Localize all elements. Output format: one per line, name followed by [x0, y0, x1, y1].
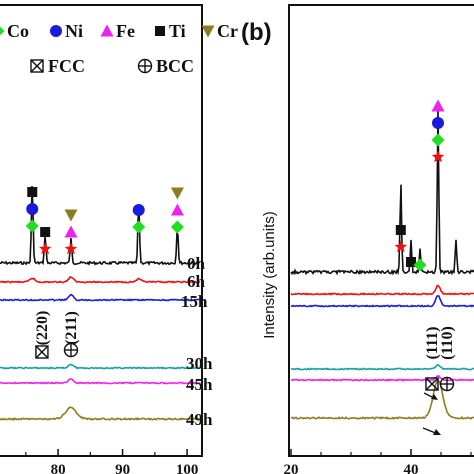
peak-circle-marker: [132, 204, 145, 216]
series-line-6h-panel-b: [290, 284, 474, 296]
legend-co-marker: [0, 26, 5, 36]
x-tick-label: 80: [51, 462, 66, 474]
legend-elements: Co Ni Fe Ti Cr: [0, 21, 238, 41]
legend-fcc-marker: [30, 59, 44, 73]
legend-ti-marker: [155, 26, 165, 36]
legend-bcc-marker: [137, 58, 153, 74]
arrow-head: [433, 429, 441, 435]
peak-triangle-up-marker: [431, 99, 445, 112]
miller-index-211: (211): [63, 311, 80, 345]
annotation-boxed-x-marker: [35, 345, 49, 359]
x-axis-ticks: 80 90 100 20 40: [25, 449, 472, 474]
miller-index-220: (220): [34, 311, 51, 346]
series-line-45h-panel-a: [0, 378, 201, 385]
peak-triangle-up-marker: [170, 203, 184, 216]
series-line-49h-panel-a: [0, 406, 201, 421]
peak-circle-marker: [432, 117, 444, 129]
series-line-30h-panel-b: [290, 363, 474, 371]
panel-b-frame: [288, 4, 474, 457]
series-label-15h: 15h: [181, 292, 208, 311]
legend-ni-label: Ni: [65, 21, 83, 41]
peak-star-marker: [431, 150, 445, 163]
x-tick-label: 90: [115, 462, 130, 474]
series-line-15h-panel-a: [0, 293, 201, 302]
series-panel-b: [290, 108, 474, 420]
peak-triangle-down-marker: [170, 187, 184, 200]
x-tick-label: 20: [284, 462, 299, 474]
peak-star-marker: [39, 242, 52, 255]
series-line-15h-panel-b: [290, 294, 474, 308]
legend-cr-label: Cr: [217, 21, 238, 41]
miller-index-111: (111): [424, 327, 441, 360]
peak-square-marker: [395, 225, 406, 235]
series-label-0h: 0h: [187, 254, 206, 273]
series-panel-a: [0, 185, 201, 421]
arrow-head: [431, 394, 438, 400]
legend-bcc-label: BCC: [156, 56, 194, 76]
series-line-6h-panel-a: [0, 275, 201, 284]
panel-b-label: (b): [241, 19, 272, 46]
peak-diamond-marker: [170, 220, 184, 234]
peak-diamond-marker: [132, 220, 146, 234]
miller-index-110: (110): [439, 326, 456, 360]
peak-triangle-up-marker: [64, 225, 78, 238]
series-label-45h: 45h: [186, 375, 213, 394]
peak-diamond-marker: [25, 219, 39, 233]
peak-square-marker: [406, 257, 416, 267]
annotation-circled-plus-marker: [439, 376, 455, 392]
peak-square-marker: [27, 187, 38, 197]
peak-star-marker: [64, 242, 78, 255]
peak-square-marker: [40, 227, 51, 237]
series-label-30h: 30h: [186, 354, 213, 373]
peak-diamond-marker: [431, 133, 445, 147]
legend-ti-label: Ti: [169, 21, 186, 41]
legend-phases: FCC BCC: [30, 56, 194, 76]
legend-ni-marker: [50, 25, 62, 37]
panel-a-frame: [0, 4, 203, 457]
series-line-30h-panel-a: [0, 363, 201, 370]
peak-star-marker: [394, 240, 407, 253]
peak-triangle-down-marker: [64, 209, 78, 222]
series-label-6h: 6h: [187, 272, 206, 291]
y-axis-label: Intensity (arb.units): [261, 211, 278, 339]
miller-annotations: (220) (211) (111)(110): [34, 311, 456, 435]
peak-diamond-marker: [413, 258, 427, 272]
series-line-45h-panel-b: [290, 375, 474, 382]
legend-fcc-label: FCC: [48, 56, 85, 76]
series-label-49h: 49h: [186, 410, 213, 429]
legend-fe-marker: [100, 24, 114, 37]
series-line-0h-panel-b: [290, 108, 474, 276]
x-tick-label: 40: [404, 462, 419, 474]
annotation-circled-plus-marker: [63, 342, 79, 358]
legend-cr-marker: [201, 25, 215, 38]
legend-fe-label: Fe: [116, 21, 135, 41]
annotation-boxed-x-marker: [425, 377, 439, 391]
peak-markers: [25, 99, 445, 272]
legend-co-label: Co: [7, 21, 29, 41]
peak-circle-marker: [26, 203, 39, 215]
x-tick-label: 100: [176, 462, 199, 474]
series-line-49h-panel-b: [290, 378, 474, 420]
